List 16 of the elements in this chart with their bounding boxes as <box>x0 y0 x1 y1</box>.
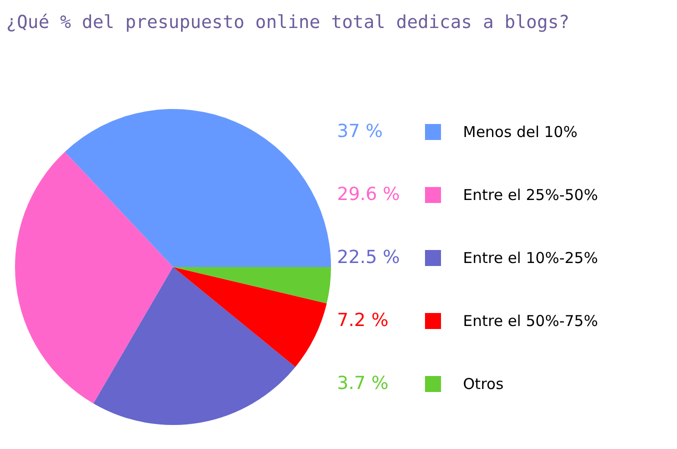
legend-label: Otros <box>463 374 504 392</box>
data-label: 29.6 % <box>337 184 401 205</box>
data-label: 7.2 % <box>337 310 390 331</box>
data-label: 22.5 % <box>337 247 401 268</box>
pie-slice <box>64 109 331 267</box>
legend-label: Entre el 50%-75% <box>463 312 598 330</box>
pie-slice <box>93 267 296 425</box>
legend-label: Entre el 10%-25% <box>463 248 598 266</box>
legend-label: Entre el 25%-50% <box>463 186 598 204</box>
legend-label: Menos del 10% <box>463 122 578 140</box>
data-label: 37 % <box>337 121 384 142</box>
chart-title: ¿Qué % del presupuesto online total dedicas a blogs? <box>6 12 570 33</box>
pie-slice <box>173 267 331 304</box>
data-label: 3.7 % <box>337 373 390 394</box>
pie-slice <box>15 152 173 404</box>
pie-slice <box>173 267 327 367</box>
